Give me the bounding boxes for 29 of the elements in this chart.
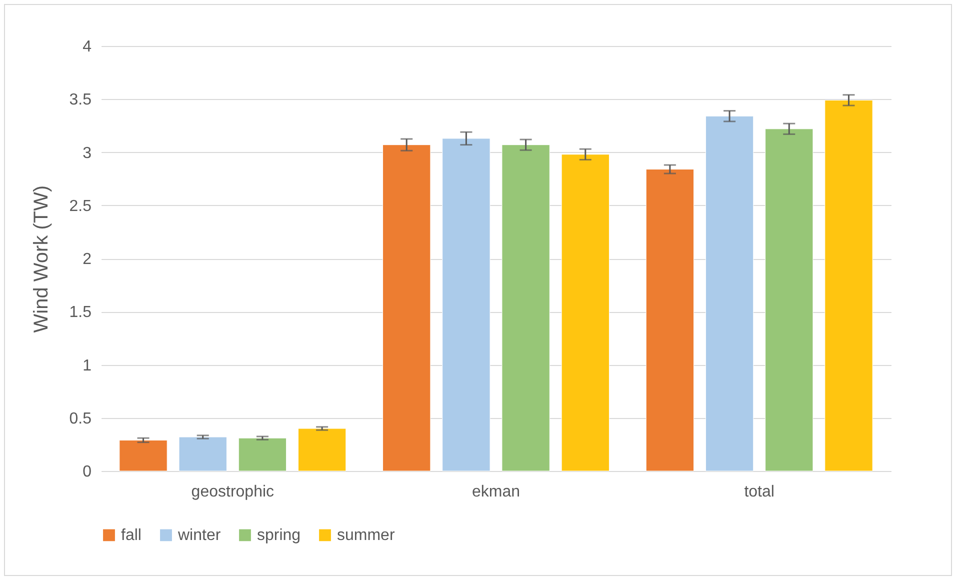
bar [561,154,610,472]
legend-label: winter [177,527,222,544]
bar [238,438,287,472]
legend-label: fall [121,527,142,544]
y-tick-label: 4 [82,38,92,56]
bar [382,144,431,472]
x-tick-label: total [744,484,774,500]
y-tick-label: 0.5 [69,410,92,428]
y-tick-label: 2.5 [69,198,92,215]
bar [646,169,694,472]
x-tick-label: geostrophic [191,484,274,500]
y-tick-label: 3.5 [69,92,92,109]
bar [178,436,227,472]
legend-label: summer [337,527,396,544]
bar [705,116,754,472]
legend-label: spring [257,527,301,544]
bar [824,100,873,472]
bar [502,144,550,472]
bar [119,440,168,472]
y-tick-label: 0 [82,464,92,480]
bar [298,428,346,472]
bar [765,128,814,472]
y-axis-title: Wind Work (TW) [30,185,52,333]
x-tick-label: ekman [472,484,520,500]
y-tick-label: 1 [82,357,92,374]
y-tick-label: 1.5 [69,304,92,322]
y-tick-label: 2 [82,251,92,268]
y-tick-label: 3 [82,144,92,162]
bar [442,138,490,472]
